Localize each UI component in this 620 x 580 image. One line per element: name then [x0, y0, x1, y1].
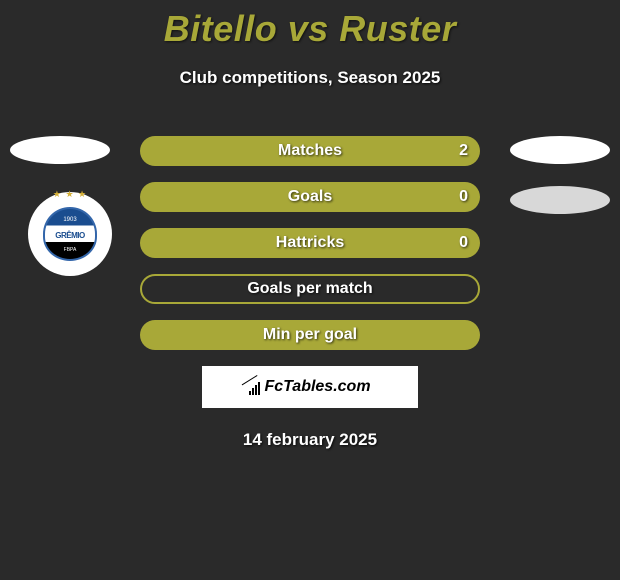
stat-row-goals-per-match: Goals per match	[0, 274, 620, 304]
watermark: FcTables.com	[202, 366, 418, 408]
stat-label: Hattricks	[276, 234, 344, 252]
stat-bar: Min per goal	[140, 320, 480, 350]
stats-section: ★ ★ ★ 1903 GRÊMIO FBPA Matches 2 Goals 0…	[0, 136, 620, 450]
page-subtitle: Club competitions, Season 2025	[0, 68, 620, 88]
stat-value: 0	[459, 234, 468, 252]
stat-value: 2	[459, 142, 468, 160]
watermark-text: FcTables.com	[264, 378, 370, 396]
club-badge-year: 1903	[63, 217, 76, 223]
stat-label: Goals	[288, 188, 332, 206]
page-title: Bitello vs Ruster	[0, 0, 620, 50]
stat-row-goals: Goals 0	[0, 182, 620, 212]
stat-row-hattricks: Hattricks 0	[0, 228, 620, 258]
stat-bar: Matches 2	[140, 136, 480, 166]
stat-value: 0	[459, 188, 468, 206]
stat-label: Matches	[278, 142, 342, 160]
stat-label: Goals per match	[247, 280, 372, 298]
stat-bar: Hattricks 0	[140, 228, 480, 258]
stat-bar: Goals per match	[140, 274, 480, 304]
stat-bar: Goals 0	[140, 182, 480, 212]
chart-icon	[249, 379, 260, 395]
footer-date: 14 february 2025	[0, 430, 620, 450]
stat-row-matches: Matches 2	[0, 136, 620, 166]
stat-label: Min per goal	[263, 326, 357, 344]
stat-row-min-per-goal: Min per goal	[0, 320, 620, 350]
